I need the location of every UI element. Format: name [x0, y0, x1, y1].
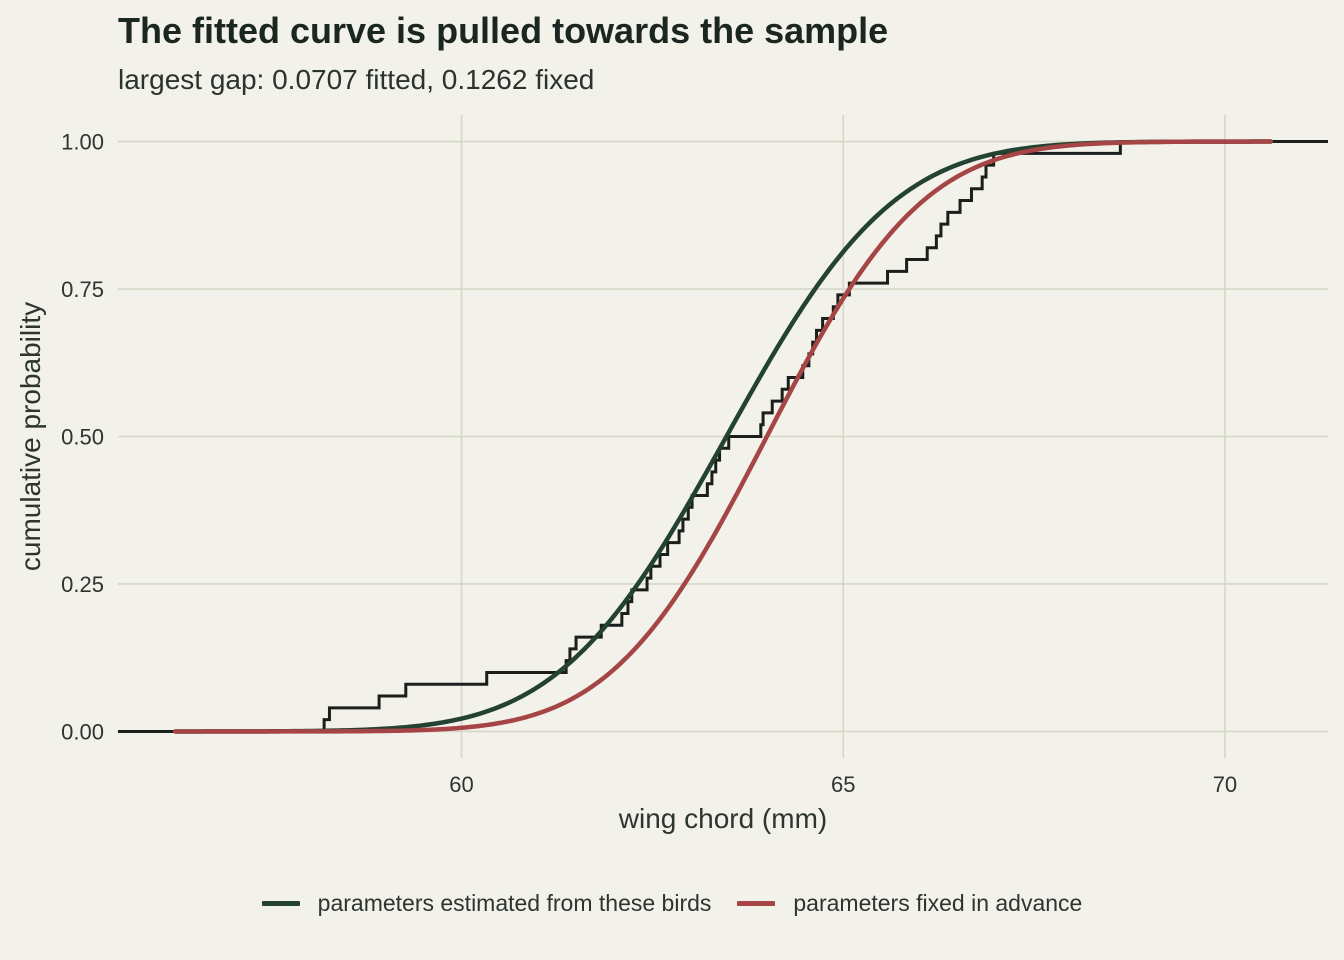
x-tick-labels: 60 65 70: [449, 772, 1237, 797]
x-tick-label: 65: [831, 772, 855, 797]
x-tick-label: 70: [1213, 772, 1237, 797]
legend-label-fixed: parameters fixed in advance: [793, 890, 1083, 916]
y-tick-label: 0.75: [61, 277, 104, 302]
series-layer: [173, 139, 1273, 734]
y-tick-label: 0.25: [61, 572, 104, 597]
chart-title: The fitted curve is pulled towards the s…: [118, 10, 889, 51]
series-line-fixed: [173, 139, 1273, 734]
legend: parameters estimated from these birds pa…: [0, 890, 1344, 917]
y-tick-label: 1.00: [61, 130, 104, 155]
legend-key-fitted: [261, 901, 300, 906]
chart-subtitle: largest gap: 0.0707 fitted, 0.1262 fixed: [118, 64, 595, 95]
legend-item-fixed: parameters fixed in advance: [737, 890, 1082, 917]
legend-label-fitted: parameters estimated from these birds: [317, 890, 712, 916]
x-axis-title: wing chord (mm): [618, 803, 827, 834]
grid-lines: [118, 115, 1328, 758]
y-tick-label: 0.00: [61, 719, 104, 744]
y-axis-title: cumulative probability: [15, 302, 46, 571]
x-tick-label: 60: [449, 772, 473, 797]
legend-item-fitted: parameters estimated from these birds: [261, 890, 712, 917]
legend-key-fixed: [737, 901, 776, 906]
y-tick-label: 0.50: [61, 425, 104, 450]
y-tick-labels: 0.00 0.25 0.50 0.75 1.00: [61, 130, 104, 745]
